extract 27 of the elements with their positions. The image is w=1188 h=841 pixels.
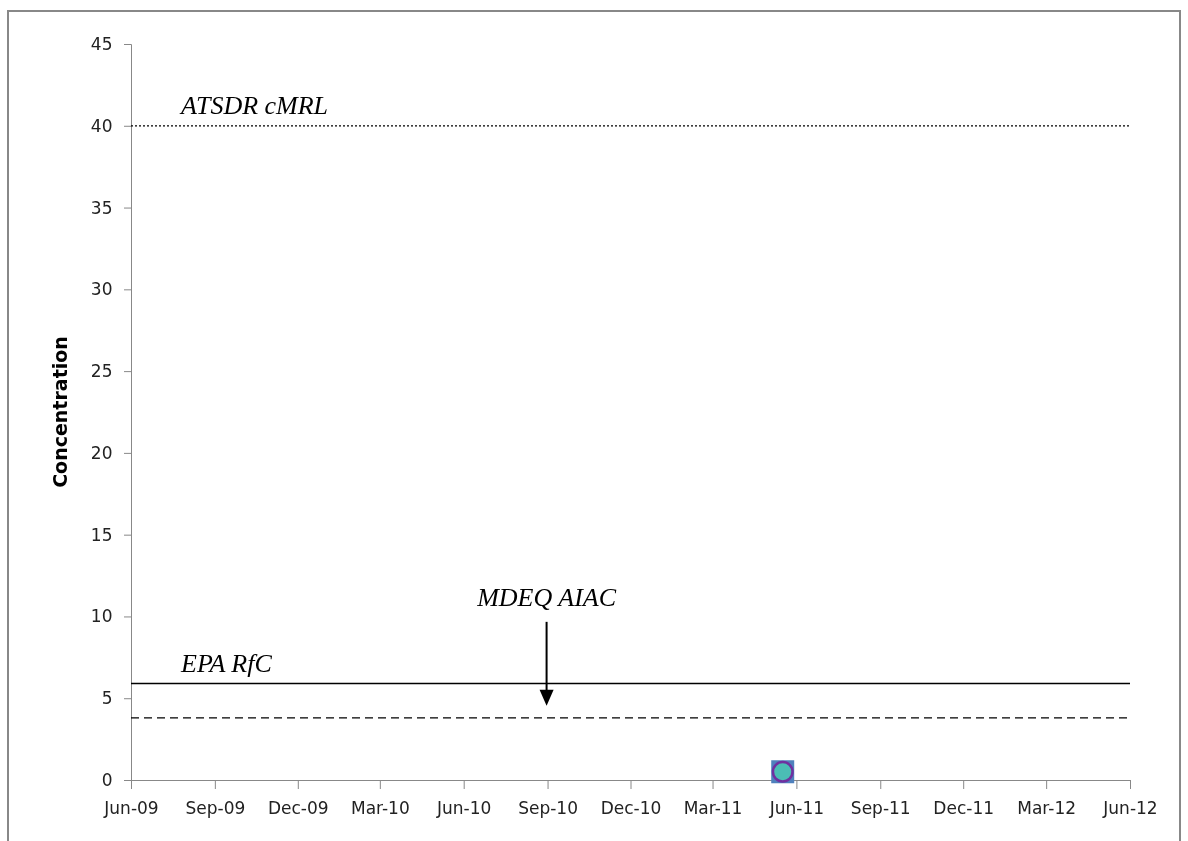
x-tick-label: Dec-11	[933, 798, 995, 819]
y-tick-label: 30	[90, 279, 113, 300]
y-tick-label: 15	[90, 524, 113, 545]
x-tick-label: Sep-09	[185, 798, 246, 819]
y-tick-label: 45	[90, 33, 113, 54]
y-tick-label: 5	[101, 688, 113, 709]
x-tick-label: Mar-10	[350, 798, 410, 819]
y-tick-label: 0	[101, 769, 113, 790]
x-tick-label: Dec-10	[600, 798, 662, 819]
x-tick-label: Jun-12	[1102, 798, 1158, 819]
x-tick-label: Mar-11	[683, 798, 743, 819]
annotation: MDEQ AIAC	[476, 582, 617, 612]
x-tick-label: Mar-12	[1017, 798, 1077, 819]
y-tick-label: 10	[90, 606, 113, 627]
x-tick-label: Dec-09	[267, 798, 329, 819]
x-tick-label: Jun-11	[768, 798, 825, 819]
y-tick-label: 25	[90, 361, 113, 382]
y-tick-label: 40	[90, 115, 113, 136]
x-tick-label: Jun-10	[436, 798, 492, 819]
y-tick-label: 35	[90, 197, 113, 218]
x-tick-label: Sep-11	[850, 798, 911, 819]
y-axis-title: Concentration	[49, 336, 71, 488]
x-tick-label: Jun-09	[103, 798, 159, 819]
ref-line-label: ATSDR cMRL	[179, 90, 329, 120]
ref-line-label: EPA RfC	[180, 648, 273, 678]
x-tick-label: Sep-10	[518, 798, 578, 819]
y-tick-label: 20	[90, 442, 113, 463]
